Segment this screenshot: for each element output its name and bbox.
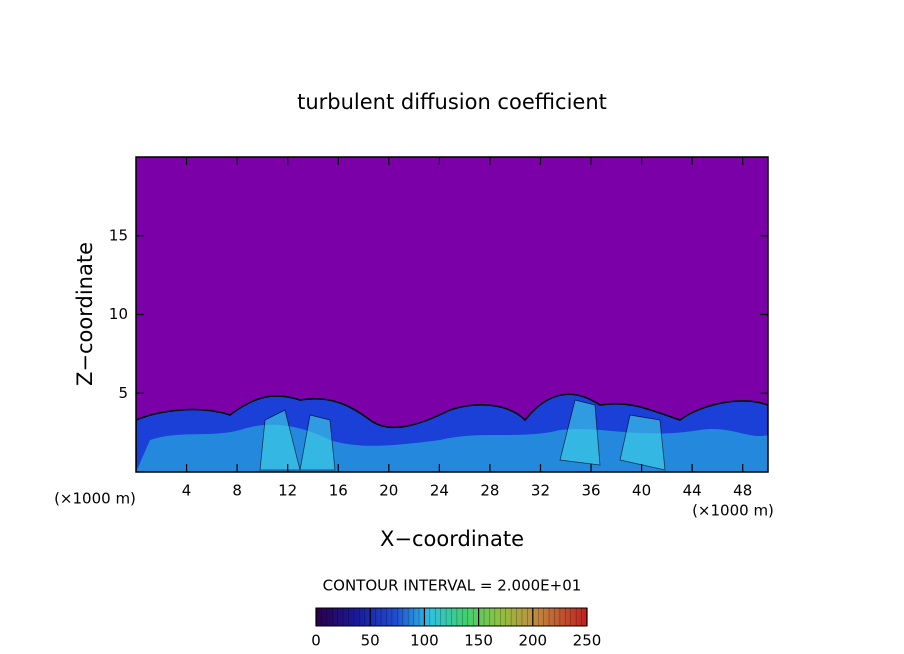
x-tick-label: 36 — [581, 482, 600, 500]
y-tick-label: 10 — [109, 305, 128, 323]
y-tick-label: 5 — [118, 384, 128, 402]
chart-title: turbulent diffusion coefficient — [297, 90, 607, 114]
x-tick-label: 44 — [683, 482, 702, 500]
x-tick-label: 16 — [329, 482, 348, 500]
x-tick-label: 4 — [182, 482, 192, 500]
colorbar-tick-label: 50 — [361, 632, 380, 650]
y-axis-label: Z−coordinate — [73, 242, 97, 386]
x-tick-label: 20 — [379, 482, 398, 500]
colorbar-tick-label: 100 — [410, 632, 439, 650]
contour-interval: CONTOUR INTERVAL = 2.000E+01 — [323, 577, 582, 595]
x-axis-label: X−coordinate — [380, 527, 524, 551]
colorbar-tick-label: 0 — [311, 632, 321, 650]
x-tick-label: 28 — [480, 482, 499, 500]
x-tick-label: 40 — [632, 482, 651, 500]
x-tick-label: 8 — [232, 482, 242, 500]
colorbar-tick-label: 150 — [464, 632, 493, 650]
x-tick-label: 12 — [278, 482, 297, 500]
y-unit: (×1000 m) — [54, 490, 136, 508]
colorbar-tick-label: 250 — [573, 632, 602, 650]
x-tick-label: 32 — [531, 482, 550, 500]
x-tick-label: 24 — [430, 482, 449, 500]
y-tick-label: 15 — [109, 226, 128, 244]
x-tick-label: 48 — [733, 482, 752, 500]
colorbar-tick-label: 200 — [518, 632, 547, 650]
contour-field — [136, 157, 768, 472]
x-unit: (×1000 m) — [692, 502, 774, 520]
